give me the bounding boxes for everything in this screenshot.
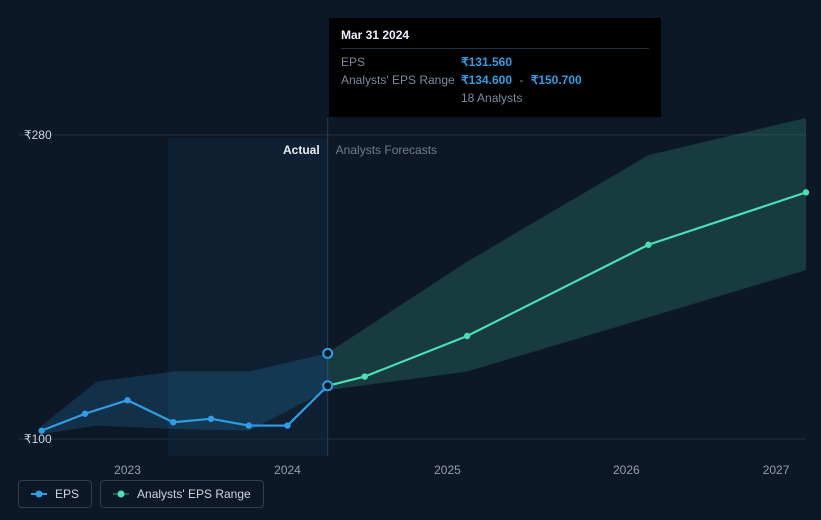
tooltip-range-value: ₹134.600 - ₹150.700 [461,73,582,87]
chart-tooltip: Mar 31 2024 EPS ₹131.560 Analysts' EPS R… [329,18,661,117]
legend-item-eps[interactable]: EPS [18,480,92,508]
svg-text:Actual: Actual [283,143,320,157]
tooltip-row-eps: EPS ₹131.560 [341,53,649,71]
tooltip-label: EPS [341,55,461,69]
tooltip-row-sub: 18 Analysts [341,89,649,107]
legend-label: EPS [55,487,79,501]
tooltip-date: Mar 31 2024 [341,28,649,49]
tooltip-analysts-count: 18 Analysts [461,91,522,105]
legend-swatch-range [113,490,129,498]
svg-text:2024: 2024 [274,463,301,477]
svg-text:Analysts Forecasts: Analysts Forecasts [336,143,437,157]
legend: EPS Analysts' EPS Range [18,480,264,508]
svg-text:₹280: ₹280 [24,128,52,142]
svg-text:₹100: ₹100 [24,432,52,446]
legend-label: Analysts' EPS Range [137,487,251,501]
legend-item-range[interactable]: Analysts' EPS Range [100,480,264,508]
svg-text:2023: 2023 [114,463,141,477]
tooltip-label: Analysts' EPS Range [341,73,461,87]
tooltip-value: ₹131.560 [461,55,512,69]
svg-text:2027: 2027 [763,463,790,477]
svg-text:2026: 2026 [613,463,640,477]
tooltip-row-range: Analysts' EPS Range ₹134.600 - ₹150.700 [341,71,649,89]
legend-swatch-eps [31,490,47,498]
svg-text:2025: 2025 [434,463,461,477]
